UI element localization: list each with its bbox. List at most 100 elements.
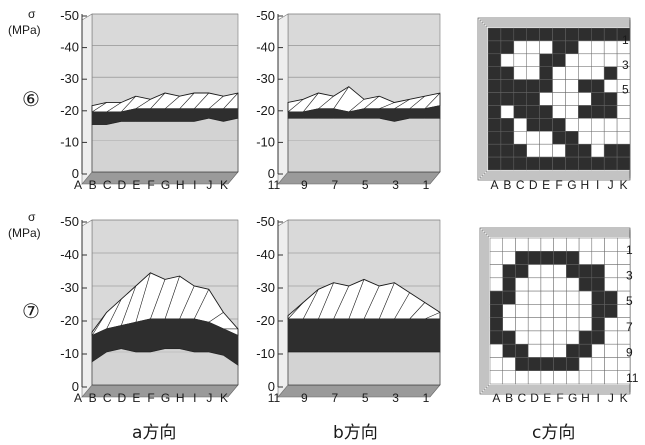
heatmap-cell bbox=[603, 118, 618, 132]
heatmap-cell bbox=[513, 53, 527, 67]
heatmap-cell bbox=[552, 66, 566, 80]
y-tick-label-2: -20 bbox=[60, 313, 79, 328]
peak-stroke-4 bbox=[150, 92, 166, 110]
heatmap-cell bbox=[502, 277, 516, 292]
heatmap-cell bbox=[578, 251, 593, 265]
series-lower-area bbox=[287, 118, 441, 173]
heatmap-cell bbox=[578, 290, 593, 305]
heatmap-cell bbox=[552, 143, 566, 158]
series-band-area bbox=[287, 318, 441, 353]
chart-case7-b: 0 -10 -20 -30 -40 -50 11 9 7 5 3 1 bbox=[256, 214, 441, 405]
y-category-label-3: 7 bbox=[626, 320, 633, 334]
x-category-label-0: A bbox=[74, 391, 82, 405]
heatmap-cell bbox=[539, 27, 553, 42]
peak-stroke-8 bbox=[208, 95, 224, 110]
heatmap-cell bbox=[513, 118, 527, 132]
heatmap-cell bbox=[566, 251, 580, 265]
heatmap-cell bbox=[553, 357, 567, 371]
x-category-label-8: I bbox=[193, 391, 196, 405]
heatmap-cell bbox=[578, 118, 592, 132]
heatmap-cell bbox=[603, 105, 618, 119]
x-category-label-5: F bbox=[147, 178, 154, 192]
y-category-label-1: 3 bbox=[626, 269, 633, 283]
heatmap-cell bbox=[487, 66, 502, 80]
heatmap-cell bbox=[527, 277, 542, 292]
heatmap-cell bbox=[591, 330, 605, 345]
heatmap-cell bbox=[578, 27, 592, 42]
heatmap-cell bbox=[513, 143, 527, 158]
chart-case6-b: 0 -10 -20 -30 -40 -50 11 9 7 5 3 1 bbox=[256, 8, 441, 192]
heatmap-cell bbox=[540, 343, 554, 358]
heatmap-cell bbox=[553, 343, 567, 358]
peak-stroke-3 bbox=[135, 99, 151, 110]
heatmap-cell bbox=[553, 237, 567, 252]
heatmap-cell bbox=[591, 237, 605, 252]
heatmap-cell bbox=[526, 131, 540, 145]
peak-stroke-6 bbox=[378, 282, 395, 320]
peak-stroke-3 bbox=[333, 285, 350, 320]
heatmap-cell bbox=[565, 156, 579, 171]
x-category-label-6: G bbox=[161, 178, 170, 192]
heatmap-cell bbox=[591, 92, 605, 106]
x-category-label-8: I bbox=[596, 178, 599, 192]
series-lower-area bbox=[287, 351, 441, 386]
y-category-label-2: 5 bbox=[626, 294, 633, 308]
heatmap-cell bbox=[502, 264, 516, 279]
heatmap-cell bbox=[591, 66, 605, 80]
heatmap-cell bbox=[566, 304, 580, 318]
heatmap-cell bbox=[515, 357, 529, 371]
heatmap-cell bbox=[552, 105, 566, 119]
heatmap-cell bbox=[526, 92, 540, 106]
heatmap-cell bbox=[500, 105, 515, 119]
x-category-label-5: F bbox=[556, 391, 563, 405]
heatmap-cell bbox=[515, 237, 529, 252]
heatmap-cell bbox=[553, 317, 567, 332]
y-tick-label-0: 0 bbox=[72, 166, 79, 181]
x-category-label-4: E bbox=[542, 178, 550, 192]
heatmap-cell bbox=[604, 251, 618, 265]
heatmap-cell bbox=[515, 343, 529, 358]
heatmap-cell bbox=[487, 92, 502, 106]
heatmap-cell bbox=[565, 40, 579, 55]
heatmap-cell bbox=[513, 27, 527, 42]
peak-stroke-7 bbox=[193, 92, 210, 110]
y-tick-label-0: 0 bbox=[72, 379, 79, 394]
heatmap-cell bbox=[603, 40, 618, 55]
heatmap-cell bbox=[540, 237, 554, 252]
y-tick-label-5: -50 bbox=[256, 8, 275, 23]
heatmap-cell bbox=[489, 277, 503, 292]
heatmap-cell bbox=[500, 79, 515, 93]
heatmap-cell bbox=[617, 357, 631, 371]
heatmap-cell bbox=[489, 237, 503, 252]
peak-stroke-1 bbox=[302, 289, 319, 320]
heatmap-cell bbox=[552, 53, 566, 67]
heatmap-cell bbox=[515, 330, 529, 345]
heatmap-cell bbox=[578, 53, 592, 67]
x-category-label-8: 3 bbox=[392, 391, 399, 405]
heatmap-cell bbox=[578, 277, 593, 292]
heatmap-cell bbox=[540, 277, 554, 292]
heatmap-cell bbox=[500, 92, 515, 106]
heatmap-cell bbox=[553, 370, 567, 385]
heatmap-cell bbox=[489, 343, 503, 358]
heatmap-cell bbox=[539, 92, 553, 106]
heatmap-cell bbox=[591, 131, 605, 145]
plot-side-wall bbox=[81, 13, 93, 185]
heatmap-cell bbox=[489, 330, 503, 345]
heatmap-cell bbox=[527, 237, 542, 252]
heatmap-cell bbox=[502, 370, 516, 385]
heatmap-cell bbox=[489, 304, 503, 318]
peak-stroke-2 bbox=[318, 282, 334, 320]
heatmap-cell bbox=[578, 105, 592, 119]
heatmap-cell bbox=[540, 264, 554, 279]
heatmap-cell bbox=[578, 304, 593, 318]
heatmap-cell bbox=[487, 156, 502, 171]
x-category-label-3: D bbox=[529, 178, 538, 192]
x-category-label-0: A bbox=[74, 178, 82, 192]
y-tick-label-2: -20 bbox=[256, 103, 275, 118]
y-tick-label-5: -50 bbox=[60, 8, 79, 23]
heatmap-cell bbox=[591, 118, 605, 132]
x-category-label-4: 7 bbox=[331, 178, 338, 192]
peak-stroke-1 bbox=[106, 102, 122, 113]
